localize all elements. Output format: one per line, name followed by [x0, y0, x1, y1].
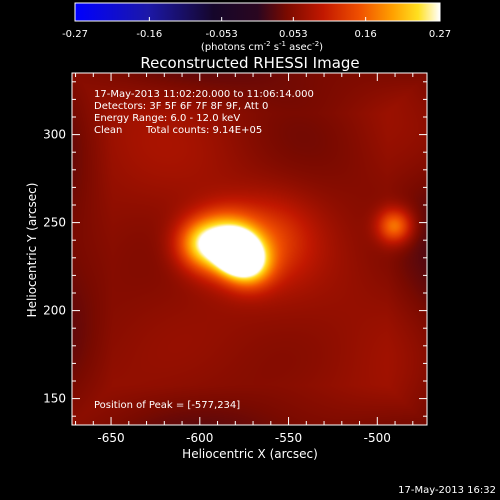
- y-tick-label: 200: [43, 304, 66, 318]
- y-tick-label: 250: [43, 216, 66, 230]
- x-tick-label: -550: [275, 431, 302, 445]
- colorbar-tick-labels: -0.27 -0.16 -0.053 0.053 0.16 0.27: [62, 29, 451, 40]
- x-axis-ticks: [75, 73, 414, 425]
- chart-title: Reconstructed RHESSI Image: [140, 54, 359, 72]
- annotation-clean: Clean: [94, 125, 122, 136]
- y-axis-label: Heliocentric Y (arcsec): [25, 183, 39, 318]
- colorbar-bar: [74, 2, 441, 22]
- colorbar-tick-label: 0.053: [279, 29, 308, 40]
- plot-frame: [71, 72, 428, 426]
- annotation-peak-position: Position of Peak = [-577,234]: [94, 400, 240, 411]
- y-axis-ticks: [72, 81, 427, 417]
- heatmap-image: [72, 73, 427, 425]
- colorbar-tick-label: 0.16: [355, 29, 377, 40]
- x-tick-label: -650: [97, 431, 124, 445]
- annotation-total-counts: Total counts: 9.14E+05: [145, 125, 262, 136]
- annotation-detectors: Detectors: 3F 5F 6F 7F 8F 9F, Att 0: [94, 101, 268, 112]
- colorbar-unit-label: (photons cm-2 s-1 asec-2): [201, 40, 323, 53]
- annotation-energy-range: Energy Range: 6.0 - 12.0 keV: [94, 113, 240, 124]
- colorbar-ticks: [74, 17, 441, 21]
- colorbar-tick-label: -0.16: [136, 29, 162, 40]
- colorbar-tick-label: 0.27: [429, 29, 451, 40]
- y-tick-label: 150: [43, 392, 66, 406]
- x-tick-label: -600: [186, 431, 213, 445]
- annotation-time-range: 17-May-2013 11:02:20.000 to 11:06:14.000: [94, 89, 314, 100]
- x-axis-tick-labels: -650 -600 -550 -500: [97, 431, 390, 445]
- annotation-block: 17-May-2013 11:02:20.000 to 11:06:14.000…: [94, 89, 314, 136]
- colorbar-tick-label: -0.27: [62, 29, 88, 40]
- x-axis-label: Heliocentric X (arcsec): [182, 447, 318, 461]
- colorbar-tick-label: -0.053: [206, 29, 238, 40]
- colorbar: -0.27 -0.16 -0.053 0.053 0.16 0.27 (photons c…: [62, 2, 451, 53]
- y-axis-tick-labels: 150 200 250 300: [43, 128, 66, 406]
- x-tick-label: -500: [364, 431, 391, 445]
- timestamp: 17-May-2013 16:32: [398, 485, 496, 496]
- y-tick-label: 300: [43, 128, 66, 142]
